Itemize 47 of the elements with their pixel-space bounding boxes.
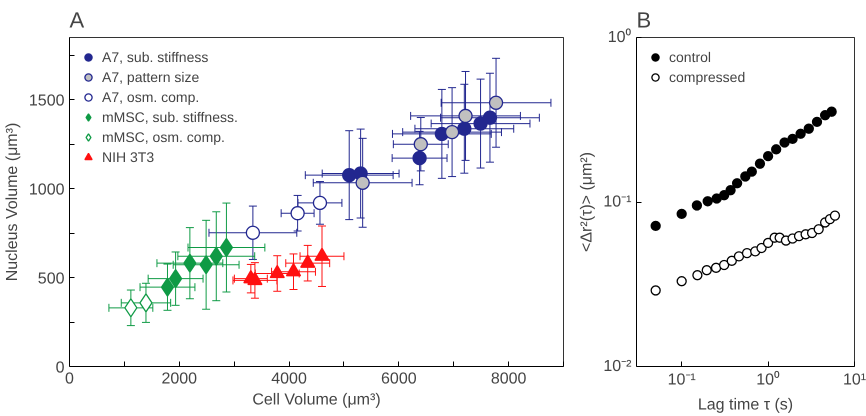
point: [290, 206, 305, 220]
point: [444, 124, 460, 140]
y-tick-label: 0: [56, 360, 65, 376]
legend-label: mMSC, osm. comp.: [102, 129, 225, 145]
legend-label: A7, pattern size: [102, 69, 200, 85]
legend-label: mMSC, sub. stiffness.: [102, 109, 238, 125]
x-tick-label: 8000: [490, 370, 527, 388]
x-tick-label: 10⁻¹: [668, 372, 696, 388]
y-tick-label: 500: [38, 270, 65, 288]
point: [124, 298, 138, 318]
x-tick-label: 10¹: [842, 372, 866, 388]
y-axis-title: Nucleus Volume (μm³): [4, 122, 21, 282]
point: [160, 278, 174, 297]
y-tick-label: 1500: [28, 92, 65, 110]
point: [412, 150, 427, 166]
y-tick-label: 1000: [28, 182, 65, 199]
legend-label: A7, sub. stiffness: [102, 49, 208, 65]
point: [356, 176, 370, 190]
legend-label: compressed: [669, 69, 746, 85]
point: [220, 238, 234, 258]
y-axis-title: <Δr²(τ)> (μm²): [578, 152, 596, 252]
x-tick-label: 10⁰: [756, 370, 780, 388]
y-tick-label: 10⁰: [608, 28, 632, 46]
point: [488, 96, 504, 110]
point: [246, 226, 260, 240]
x-axis-title: Cell Volume (μm³): [252, 392, 381, 408]
x-tick-label: 2000: [161, 370, 198, 388]
y-tick-label: 10⁻¹: [603, 194, 632, 210]
point: [183, 254, 197, 273]
y-tick-label: 10⁻²: [603, 358, 632, 375]
legend-label: NIH 3T3: [102, 149, 154, 165]
point: [482, 110, 498, 125]
point: [458, 108, 473, 124]
x-tick-label: 4000: [271, 370, 307, 388]
point: [342, 168, 356, 182]
point: [199, 255, 213, 274]
legend-label: A7, osm. comp.: [102, 89, 200, 105]
point: [457, 122, 472, 136]
point: [414, 137, 428, 152]
x-tick-label: 6000: [381, 370, 417, 388]
point: [168, 269, 182, 288]
x-axis-title: Lag time τ (s): [698, 396, 794, 414]
chart-title: B: [636, 8, 652, 32]
legend-label: control: [669, 49, 712, 65]
point: [139, 293, 153, 312]
chart-title: A: [70, 8, 84, 32]
point: [312, 196, 328, 210]
